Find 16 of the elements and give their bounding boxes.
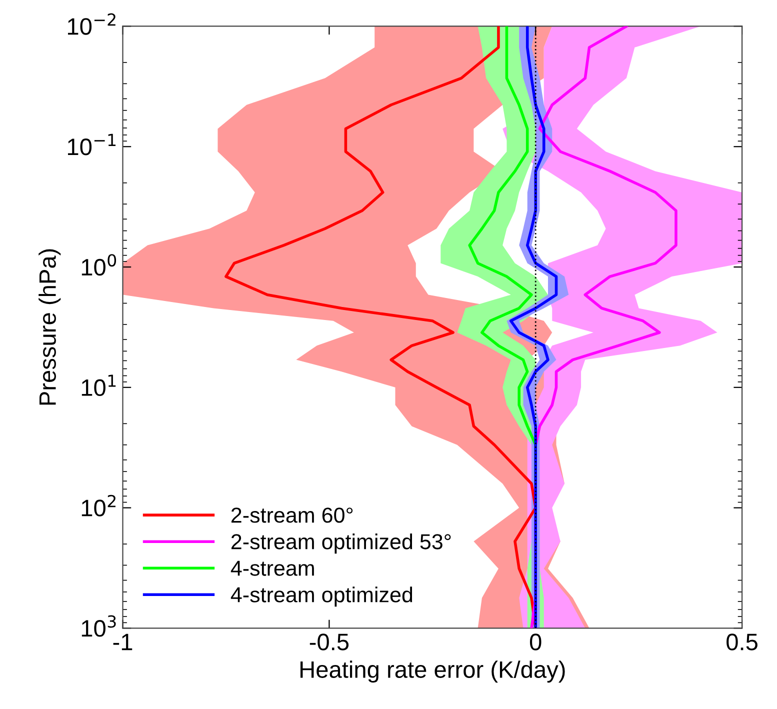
legend-label: 4-stream bbox=[230, 560, 314, 576]
legend-label: 4-stream optimized bbox=[230, 586, 412, 607]
y-tick-label: 10$^{3}$ bbox=[82, 615, 116, 637]
y-tick-label: 10$^{−1}$ bbox=[68, 134, 116, 156]
y-tick-label: 10$^{2}$ bbox=[82, 494, 116, 516]
x-tick-label: -0.5 bbox=[310, 634, 349, 650]
y-tick-label: 10$^{−2}$ bbox=[68, 13, 116, 35]
x-tick-label: 0.5 bbox=[726, 634, 758, 650]
legend-label: 2-stream optimized 53° bbox=[231, 534, 451, 554]
x-axis-title: Heating rate error (K/day) bbox=[300, 660, 565, 683]
x-tick-label: 0 bbox=[530, 634, 542, 650]
y-axis-title: Pressure (hPa) bbox=[38, 249, 61, 405]
x-tick-label: -1 bbox=[113, 634, 132, 650]
y-tick-label: 10$^{1}$ bbox=[82, 374, 116, 396]
legend-label: 2-stream 60° bbox=[231, 508, 353, 523]
y-tick-label: 10$^{0}$ bbox=[82, 254, 116, 276]
